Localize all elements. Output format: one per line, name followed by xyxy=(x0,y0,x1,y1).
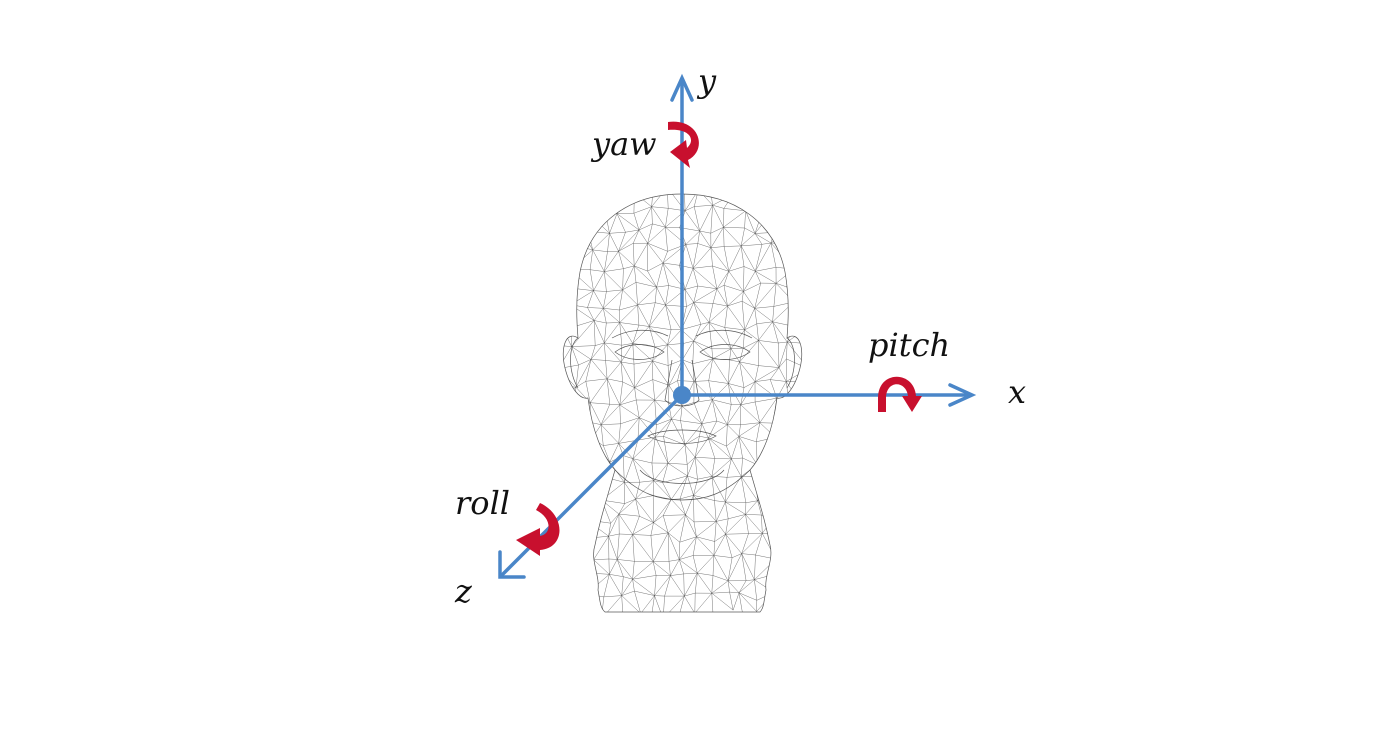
y-axis-arrowhead xyxy=(670,73,694,102)
x-axis-label: x xyxy=(1008,373,1026,411)
roll-label: roll xyxy=(455,484,510,522)
roll-rotation-icon xyxy=(516,503,560,556)
z-axis-label: z xyxy=(454,572,473,610)
z-axis-arrowhead xyxy=(498,550,526,579)
origin-point xyxy=(673,386,691,404)
head-outline xyxy=(562,193,803,613)
axes xyxy=(498,73,977,579)
left-ear xyxy=(570,337,579,389)
yaw-rotation-icon xyxy=(668,121,699,168)
neck-line xyxy=(614,469,751,501)
pitch-rotation-icon xyxy=(878,376,922,412)
right-brow xyxy=(695,329,753,339)
y-axis-label: y xyxy=(696,62,717,100)
pitch-label: pitch xyxy=(868,326,950,364)
rotation-arrows xyxy=(516,121,922,556)
left-eye xyxy=(614,344,665,360)
x-axis-arrowhead xyxy=(948,383,977,407)
mouth xyxy=(647,429,717,444)
yaw-label: yaw xyxy=(590,125,657,163)
left-brow xyxy=(611,329,669,339)
